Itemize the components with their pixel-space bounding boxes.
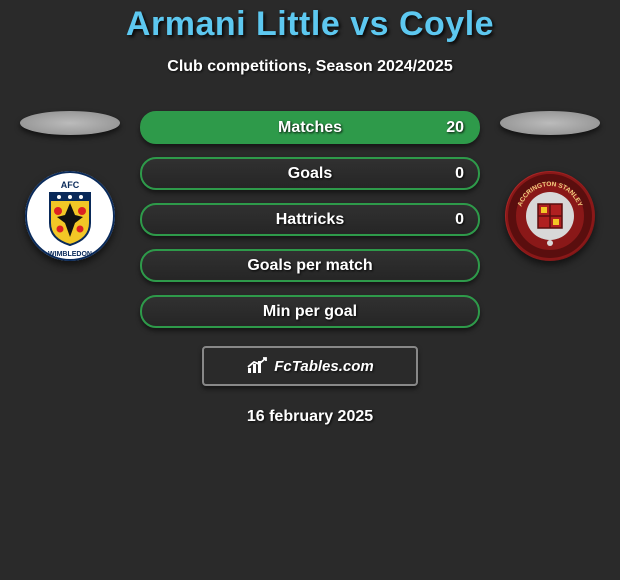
accrington-crest-icon: ACCRINGTON STANLEY xyxy=(505,171,595,261)
stat-value: 0 xyxy=(455,211,464,229)
stat-matches: Matches 20 xyxy=(140,111,480,144)
stat-hattricks: Hattricks 0 xyxy=(140,203,480,236)
player2-photo-slot xyxy=(500,111,600,135)
brand-pre: Fc xyxy=(274,358,292,375)
afc-wimbledon-crest-icon: AFC WIMBLEDON xyxy=(25,171,115,261)
main-row: AFC WIMBLEDON Matches 20 xyxy=(0,111,620,328)
date-text: 16 february 2025 xyxy=(0,408,620,426)
stat-label: Matches xyxy=(278,119,342,137)
brand-box: FcTables.com xyxy=(202,346,418,386)
stat-goals: Goals 0 xyxy=(140,157,480,190)
brand-rest: Tables.com xyxy=(292,358,374,375)
stat-min-per-goal: Min per goal xyxy=(140,295,480,328)
stat-value: 0 xyxy=(455,165,464,183)
stat-label: Goals per match xyxy=(247,257,372,275)
stat-value: 20 xyxy=(446,119,464,137)
svg-text:WIMBLEDON: WIMBLEDON xyxy=(48,251,92,258)
stat-goals-per-match: Goals per match xyxy=(140,249,480,282)
left-side: AFC WIMBLEDON xyxy=(20,111,120,261)
player1-name: Armani Little xyxy=(126,5,340,43)
brand-text: FcTables.com xyxy=(274,358,374,375)
page-title: Armani Little vs Coyle xyxy=(0,5,620,44)
stat-label: Goals xyxy=(288,165,332,183)
subtitle: Club competitions, Season 2024/2025 xyxy=(0,58,620,76)
player1-photo-slot xyxy=(20,111,120,135)
svg-text:AFC: AFC xyxy=(61,180,80,190)
vs-text: vs xyxy=(350,5,389,43)
chart-icon xyxy=(246,357,268,375)
stat-label: Min per goal xyxy=(263,303,357,321)
stat-label: Hattricks xyxy=(276,211,344,229)
player2-name: Coyle xyxy=(399,5,494,43)
club-badge-right: ACCRINGTON STANLEY xyxy=(505,171,595,261)
infographic-container: Armani Little vs Coyle Club competitions… xyxy=(0,0,620,426)
stats-column: Matches 20 Goals 0 Hattricks 0 Goals per… xyxy=(140,111,480,328)
club-badge-left: AFC WIMBLEDON xyxy=(25,171,115,261)
right-side: ACCRINGTON STANLEY xyxy=(500,111,600,261)
